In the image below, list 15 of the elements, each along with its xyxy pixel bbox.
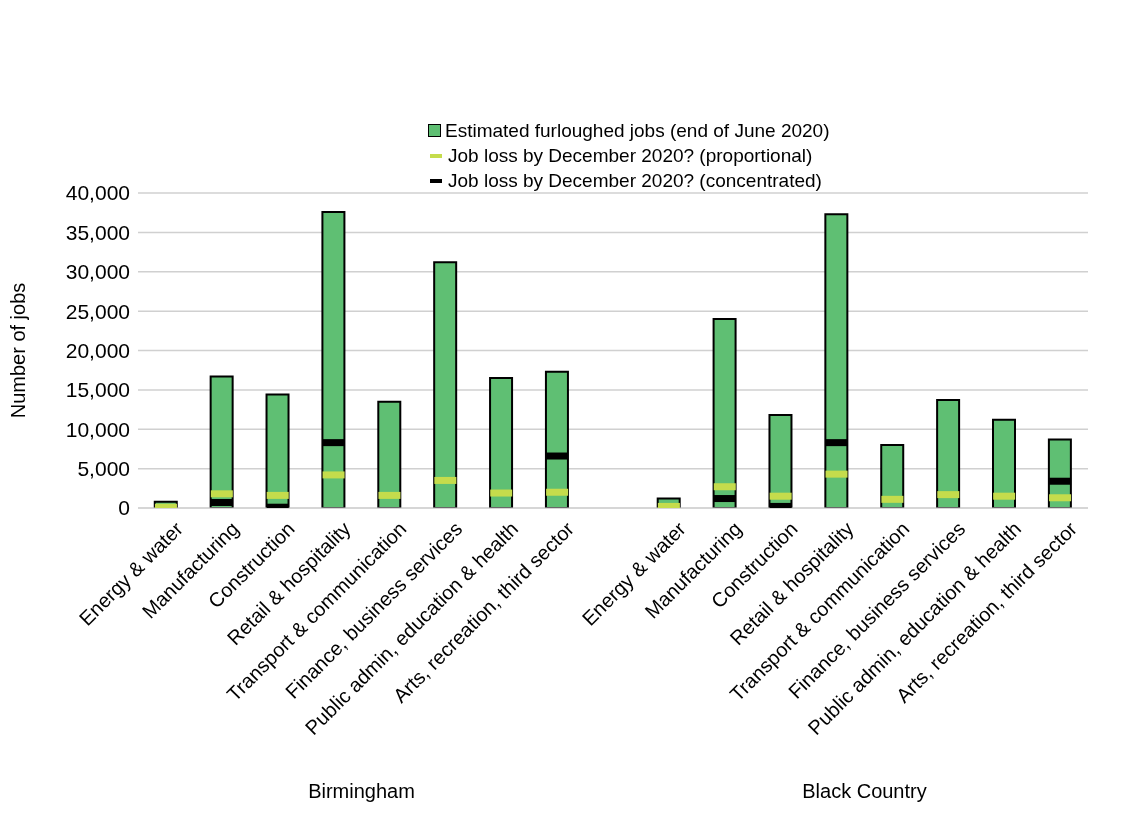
y-tick-label: 10,000: [65, 417, 130, 441]
y-tick-label: 0: [118, 496, 130, 520]
legend-label: Estimated furloughed jobs (end of June 2020): [445, 119, 830, 142]
y-tick-label: 5,000: [77, 457, 130, 481]
y-axis-title: Number of jobs: [7, 282, 30, 419]
y-tick-label: 40,000: [65, 181, 130, 205]
y-tick-label: 15,000: [65, 378, 130, 402]
legend-label: Job loss by December 2020? (concentrated): [448, 169, 822, 192]
legend-label: Job loss by December 2020? (proportional): [448, 144, 813, 167]
text: Birmingham: [307, 780, 416, 803]
text: Black Country: [801, 780, 928, 803]
y-tick-label: 20,000: [65, 338, 130, 362]
y-tick-label: 30,000: [65, 260, 130, 284]
y-tick-label: 35,000: [65, 220, 130, 244]
y-tick-label: 25,000: [65, 299, 130, 323]
